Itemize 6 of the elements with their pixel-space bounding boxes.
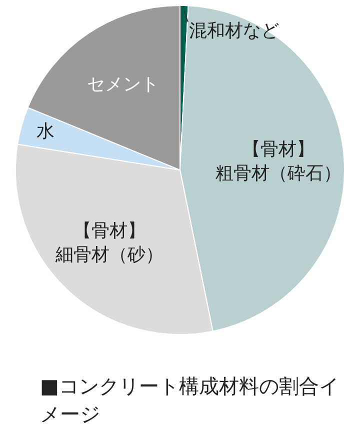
- slice-label: 水: [36, 120, 54, 142]
- text: ■コンクリート構成材料の割合イメージ: [40, 373, 340, 428]
- slice-label: 【骨材】細骨材（砂）: [54, 220, 164, 266]
- slice-label: セメント: [87, 74, 160, 95]
- slice-label: 混和材など: [189, 20, 279, 42]
- slice-label: 【骨材】粗骨材（砕石）: [215, 139, 342, 184]
